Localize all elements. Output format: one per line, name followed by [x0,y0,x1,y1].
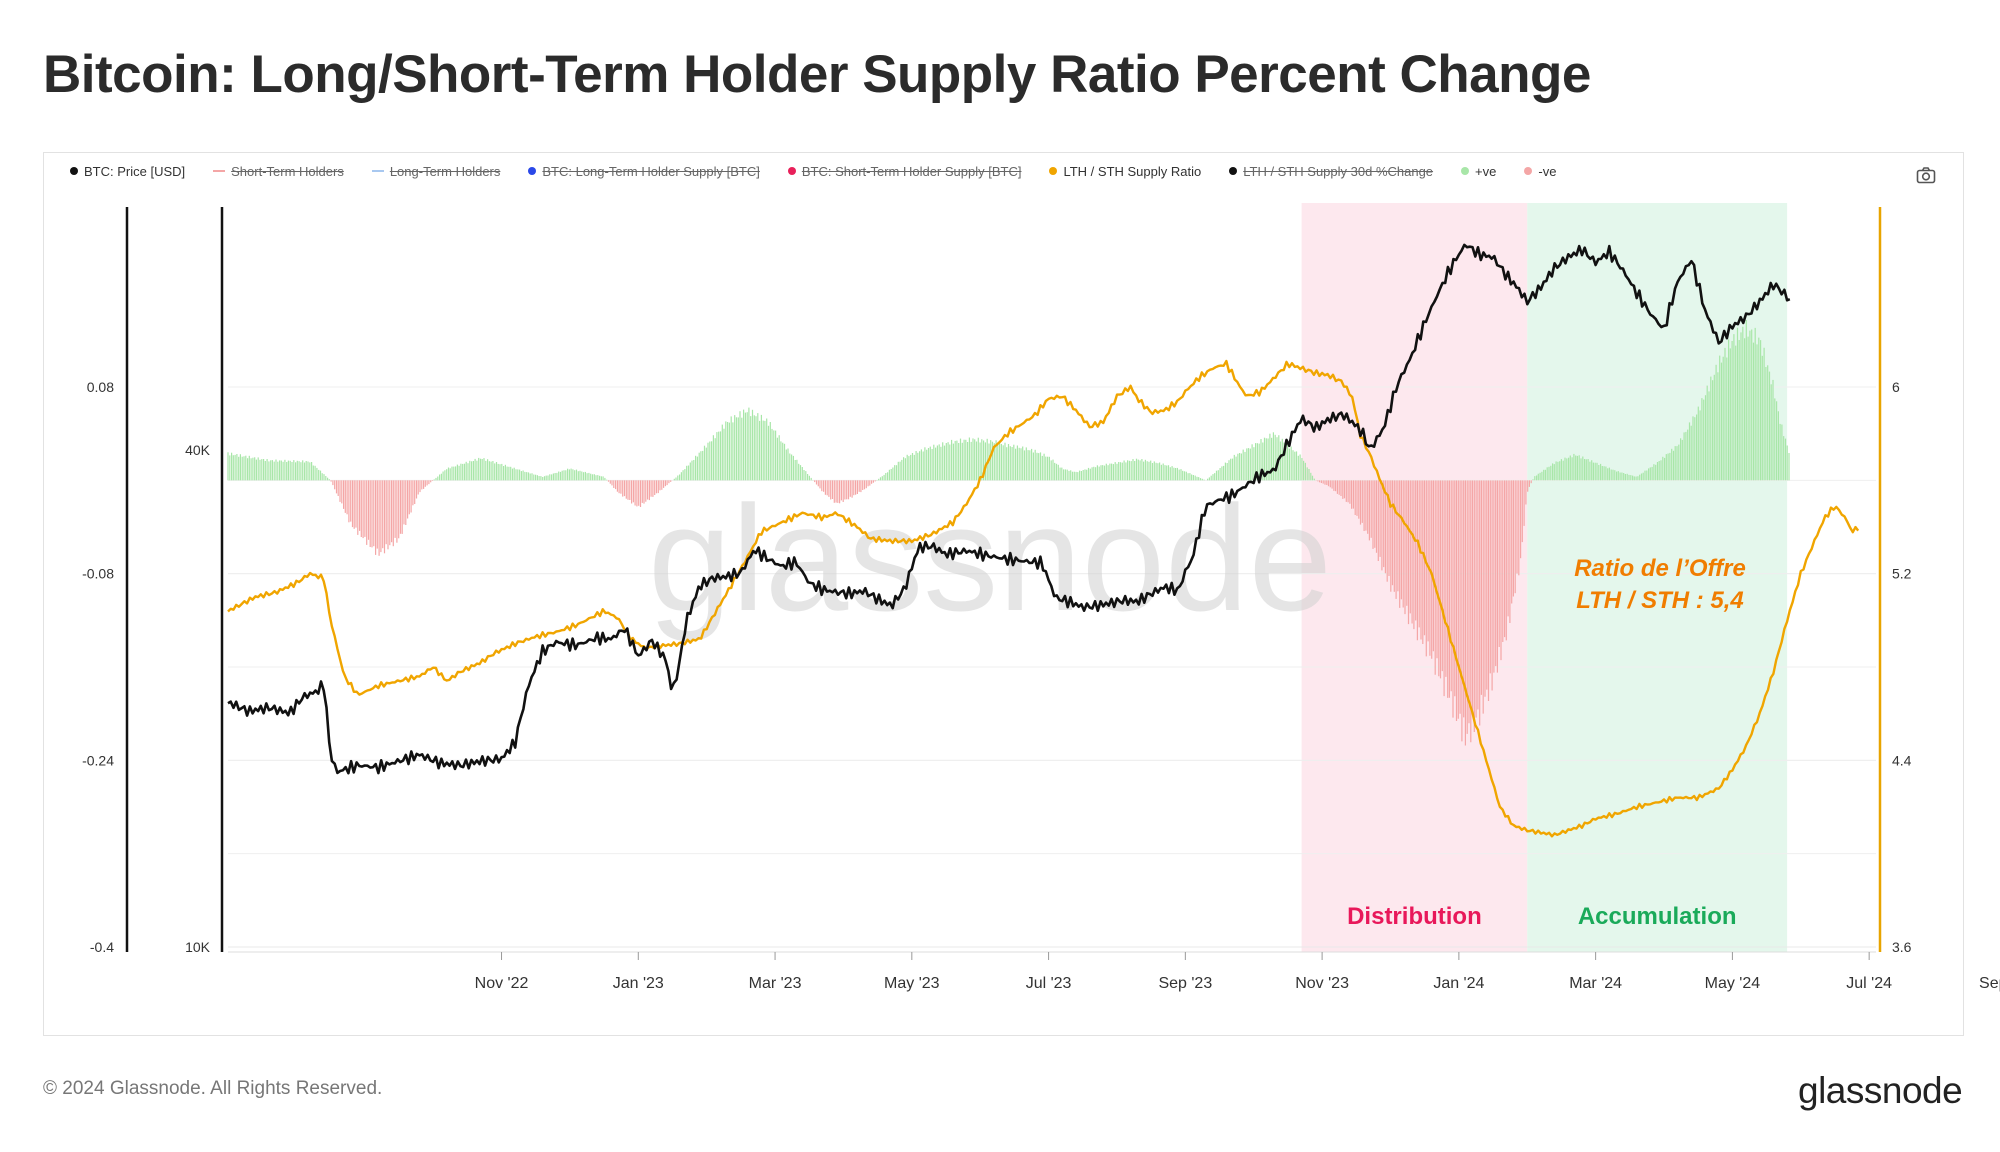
x-tick-label: May '24 [1705,975,1761,992]
page-title: Bitcoin: Long/Short-Term Holder Supply R… [43,45,1591,104]
camera-icon[interactable] [1916,166,1936,184]
legend-label: LTH / STH Supply 30d %Change [1243,163,1434,179]
legend-label: +ve [1475,163,1497,179]
x-tick-label: Nov '22 [475,975,529,992]
legend-item-3[interactable]: BTC: Long-Term Holder Supply [BTC] [528,163,760,179]
y-left-tick-label: 0.08 [87,379,114,395]
y-right-tick-label: 4.4 [1892,752,1912,768]
legend-marker [528,167,537,175]
y-left-tick-label: -0.4 [90,939,114,955]
legend-label: BTC: Short-Term Holder Supply [BTC] [801,163,1022,179]
legend-item-7[interactable]: +ve [1461,164,1496,179]
y-right-tick-label: 6 [1892,379,1900,395]
chart-plot-area: glassnode [227,203,1876,952]
y-price-tick-label: 10K [185,939,211,955]
legend-marker [213,170,226,172]
legend-label: Short-Term Holders [231,163,344,179]
y-right-tick-label: 5.2 [1892,566,1912,582]
annotation-line: Ratio de l’Offre [1574,555,1746,582]
supply-ratio-line [227,359,1860,838]
x-tick-label: Nov '23 [1295,975,1349,992]
legend-marker [1524,167,1533,175]
legend-label: Long-Term Holders [389,163,501,179]
region-label-accumulation: Accumulation [1578,903,1737,930]
legend-item-5[interactable]: LTH / STH Supply Ratio [1049,164,1201,179]
x-tick-label: Jul '24 [1846,975,1892,992]
legend-item-1[interactable]: Short-Term Holders [213,164,344,179]
copyright-text: © 2024 Glassnode. All Rights Reserved. [43,1078,383,1099]
legend-marker [1229,167,1238,175]
legend-label: -ve [1538,163,1557,179]
legend-item-4[interactable]: BTC: Short-Term Holder Supply [BTC] [787,163,1022,179]
glassnode-logo[interactable]: glassnode [1798,1070,1963,1111]
x-tick-label: Jan '24 [1433,975,1484,992]
histogram-series [227,320,1790,746]
annotation-line: LTH / STH : 5,4 [1576,587,1744,614]
legend-marker [371,170,384,172]
x-tick-label: Sep '24 [1979,975,2000,992]
x-tick-label: Sep '23 [1158,975,1212,992]
legend-item-0[interactable]: BTC: Price [USD] [70,164,185,179]
x-tick-label: Mar '24 [1569,975,1622,992]
legend-item-2[interactable]: Long-Term Holders [371,163,501,179]
legend-marker [787,167,796,175]
region-label-distribution: Distribution [1347,903,1482,930]
btc-price-line [227,243,1791,775]
y-right-tick-label: 3.6 [1892,939,1912,955]
y-left-tick-label: -0.24 [82,752,114,768]
chart-legend: BTC: Price [USD] Short-Term Holders Long-T… [70,161,1556,181]
legend-label: BTC: Price [USD] [84,163,186,179]
legend-label: BTC: Long-Term Holder Supply [BTC] [542,163,760,179]
legend-marker [70,167,78,175]
x-tick-label: Mar '23 [749,975,802,992]
legend-item-6[interactable]: LTH / STH Supply 30d %Change [1229,164,1433,179]
region-accumulation [1527,203,1788,952]
x-tick-label: Jan '23 [613,975,664,992]
x-tick-label: Jul '23 [1026,975,1072,992]
legend-marker [1461,167,1470,175]
x-tick-label: May '23 [884,975,940,992]
legend-marker [1049,167,1058,175]
y-price-tick-label: 40K [185,442,211,458]
legend-label: LTH / STH Supply Ratio [1063,163,1202,179]
legend-item-8[interactable]: -ve [1524,164,1556,179]
y-left-tick-label: -0.08 [82,566,114,582]
